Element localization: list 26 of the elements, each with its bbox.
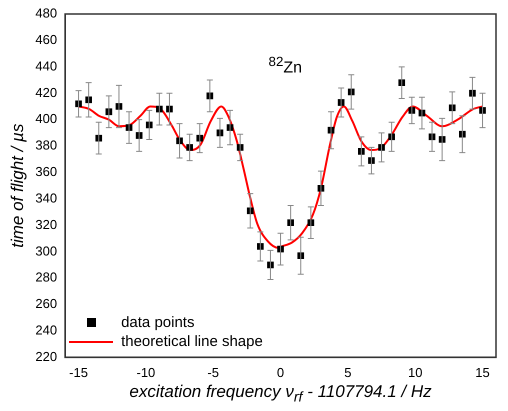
y-tick-label: 320 <box>35 216 58 232</box>
x-axis-title: excitation frequency ν$_{rf}$ - 1107794.1 / Hz <box>128 382 433 406</box>
x-tick-label: 15 <box>475 364 490 380</box>
y-tick-label: 220 <box>35 348 58 364</box>
y-tick-label: 360 <box>35 164 58 180</box>
x-tick-label: -5 <box>207 364 219 380</box>
y-tick-label: 380 <box>35 138 58 153</box>
y-tick-label: 420 <box>35 84 58 100</box>
y-tick-label: 400 <box>35 111 58 126</box>
y-tick-label: 460 <box>35 32 58 47</box>
y-tick-label: 340 <box>35 190 58 206</box>
y-tick-label: 480 <box>35 6 58 21</box>
y-tick-label: 260 <box>35 296 58 312</box>
y-tick-label: 240 <box>35 322 58 338</box>
legend-label: theoretical line shape <box>121 333 263 350</box>
y-tick-label: 300 <box>35 243 58 258</box>
legend-label: data points <box>121 314 194 332</box>
annotation: $^{82}$Zn <box>268 54 302 78</box>
x-tick-label: 10 <box>408 364 422 380</box>
y-tick-label: 280 <box>35 270 58 285</box>
x-tick-label: -15 <box>69 364 88 380</box>
x-tick-label: 5 <box>344 364 352 380</box>
x-tick-label: -10 <box>136 364 156 380</box>
y-axis-title: time of flight / µs <box>8 123 27 248</box>
y-tick-label: 440 <box>35 58 58 74</box>
x-tick-label: 0 <box>276 364 284 380</box>
